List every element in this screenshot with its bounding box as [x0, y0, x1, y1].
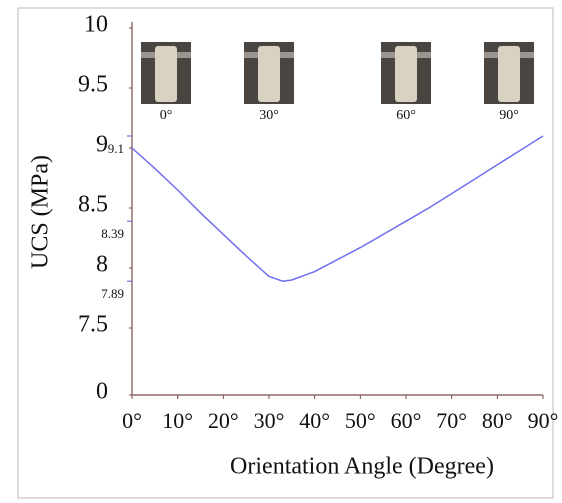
- inset-photo: 90°: [484, 42, 534, 123]
- y-tick-label: 7.5: [78, 312, 108, 338]
- frame: [17, 7, 554, 499]
- photo-sample: [258, 46, 280, 102]
- photo-sample: [155, 46, 177, 102]
- x-tick-label: 90°: [528, 408, 559, 433]
- inset-label: 30°: [259, 108, 279, 123]
- y-tick-label: 8: [96, 252, 108, 278]
- x-tick-label: 80°: [482, 408, 513, 433]
- x-tick-label: 0°: [122, 408, 142, 433]
- x-axis-label: Orientation Angle (Degree): [230, 454, 494, 480]
- x-tick-label: 70°: [436, 408, 467, 433]
- y-axis-label: UCS (MPa): [28, 155, 54, 269]
- x-tick-label: 30°: [254, 408, 285, 433]
- inset-photo: 0°: [141, 42, 191, 123]
- photo-sample: [395, 46, 417, 102]
- x-tick-label: 50°: [345, 408, 376, 433]
- annotation: 8.39: [101, 226, 124, 241]
- y-tick-label: 9: [96, 132, 108, 158]
- inset-label: 60°: [396, 108, 416, 123]
- inset-photo: 30°: [244, 42, 294, 123]
- photo-sample: [498, 46, 520, 102]
- x-tick-label: 10°: [162, 408, 193, 433]
- line-series: [131, 135, 544, 282]
- y-tick-label: 9.5: [78, 72, 108, 98]
- x-tick-label: 60°: [391, 408, 422, 433]
- y-tick-label: 0: [96, 379, 108, 405]
- inset-photo: 60°: [381, 42, 431, 123]
- annotation: 9.1: [108, 141, 124, 156]
- inset-label: 90°: [499, 108, 519, 123]
- y-tick-label: 8.5: [78, 192, 108, 218]
- annotation: 7.89: [101, 286, 124, 301]
- x-tick-label: 40°: [299, 408, 330, 433]
- x-tick-label: 20°: [208, 408, 239, 433]
- inset-label: 0°: [160, 108, 173, 123]
- y-tick-label: 10: [84, 12, 108, 38]
